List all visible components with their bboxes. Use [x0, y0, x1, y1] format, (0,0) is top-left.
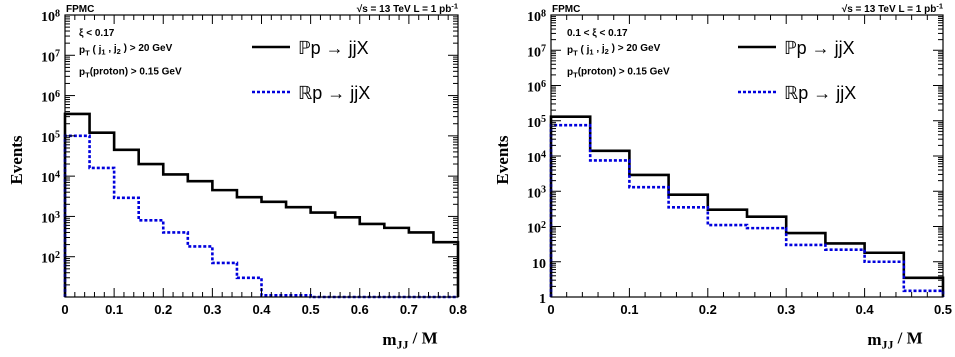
annotation-1: 0.1 < ξ < 0.17 [567, 28, 628, 39]
legend-label-1: ℙp → jjX [784, 38, 855, 58]
y-tick-label: 1 [539, 292, 546, 307]
y-tick-label: 104​ [41, 170, 60, 187]
x-tick-label: 0.6 [351, 302, 369, 317]
y-tick-label: 105​ [527, 114, 546, 131]
header-right: √s = 13 TeV L = 1 pb-1​ [842, 2, 943, 15]
plot-frame [64, 14, 459, 298]
header-right: √s = 13 TeV L = 1 pb-1​ [357, 2, 458, 15]
x-tick-label: 0.5 [302, 302, 320, 317]
legend-label-1: ℙp → jjX [298, 38, 369, 58]
x-axis-title: mJJ​ / M [867, 328, 922, 351]
chart-panel-1: 0 0.1 0.2 0.3 0.4 0.5 0.6 0.7 0.8 102​ 103​ 104​ 105… [7, 2, 467, 352]
x-tick-label: 0.8 [449, 302, 467, 317]
annotation-2: pT​ ( j1​ , j2​ ) > 20 GeV [79, 43, 173, 58]
annotation-2: pT​ ( j1​ , j2​ ) > 20 GeV [567, 43, 661, 58]
annotation-1: ξ < 0.17 [79, 28, 115, 39]
y-tick-label: 103​ [527, 185, 546, 202]
x-tick-label: 0.2 [154, 302, 172, 317]
x-tick-label: 0 [547, 302, 554, 317]
chart-panel-2: 0 0.1 0.2 0.3 0.4 0.5 1 10 102​ 103​ 104​ 105​ 106​ 1… [493, 2, 952, 352]
y-axis-title: Events [493, 135, 512, 185]
x-tick-label: 0.1 [105, 302, 123, 317]
legend-label-2: ℝp → jjX [784, 83, 856, 103]
x-tick-label: 0 [61, 302, 68, 317]
x-tick-label: 0.1 [620, 302, 638, 317]
y-tick-label: 106​ [527, 79, 546, 96]
histogram-series-1 [63, 112, 460, 297]
x-tick-label: 0.4 [252, 302, 271, 317]
y-tick-label: 10 [532, 257, 546, 272]
x-tick-label: 0.2 [699, 302, 717, 317]
x-tick-label: 0.3 [777, 302, 795, 317]
x-tick-label: 0.5 [934, 302, 952, 317]
y-tick-label: 105​ [41, 129, 60, 146]
y-axis-title: Events [7, 135, 26, 185]
y-tick-label: 108​ [41, 8, 60, 25]
histogram-series-2 [63, 134, 458, 299]
x-tick-label: 0.4 [856, 302, 875, 317]
x-tick-label: 0.3 [203, 302, 221, 317]
y-tick-label: 106​ [41, 89, 60, 106]
annotation-3: pT​(proton) > 0.15 GeV [79, 66, 182, 79]
annotation-3: pT​(proton) > 0.15 GeV [567, 66, 670, 79]
legend-label-2: ℝp → jjX [298, 83, 370, 103]
y-tick-label: 103​ [41, 210, 60, 227]
header-left: FPMC [66, 4, 94, 15]
x-tick-label: 0.7 [400, 302, 418, 317]
histogram-series-1 [549, 115, 945, 297]
y-tick-label: 107​ [527, 44, 546, 61]
y-tick-label: 102​ [41, 250, 60, 267]
plot-frame [550, 14, 944, 298]
y-tick-label: 107​ [41, 49, 60, 66]
x-axis-title: mJJ​ / M [382, 328, 437, 351]
histogram-series-2 [549, 123, 945, 297]
y-tick-label: 108​ [527, 8, 546, 25]
header-left: FPMC [552, 4, 580, 15]
y-tick-label: 104​ [527, 149, 546, 166]
y-tick-label: 102​ [527, 220, 546, 237]
